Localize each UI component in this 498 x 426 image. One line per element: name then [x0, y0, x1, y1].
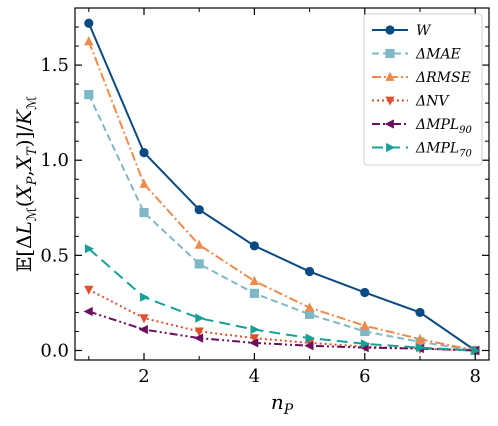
- data-point: [84, 285, 94, 295]
- data-point: [415, 307, 425, 318]
- y-axis-label: 𝔼[ΔLℳ(XP,XT)]/Kℳ: [12, 96, 40, 272]
- legend-marker: [384, 119, 394, 129]
- data-point: [360, 339, 371, 349]
- data-point: [195, 313, 205, 323]
- data-point: [194, 259, 204, 269]
- legend-marker: [385, 48, 395, 59]
- legend-entry-0: W: [372, 23, 432, 39]
- x-tick-label: 6: [359, 366, 370, 387]
- data-point: [249, 275, 259, 285]
- series-line: [88, 310, 476, 352]
- x-tick-label: 8: [469, 366, 480, 387]
- data-point: [416, 343, 426, 353]
- data-point: [84, 36, 94, 46]
- data-point: [305, 309, 315, 319]
- x-axis-label: nP: [271, 390, 294, 418]
- legend-marker: [385, 96, 395, 106]
- series-5: [84, 244, 481, 356]
- series-line: [87, 94, 476, 352]
- series-line: [88, 288, 476, 352]
- legend: W ΔMAE ΔRMSE ΔNV ΔMPL90 ΔMPL70: [363, 13, 483, 166]
- y-tick-label: 0.0: [40, 340, 69, 361]
- plot-frame: [74, 7, 490, 361]
- data-point: [139, 148, 149, 158]
- y-tick-label: 1.5: [40, 55, 69, 76]
- legend-entry-4: ΔMPL90: [372, 117, 473, 136]
- data-point: [360, 326, 370, 337]
- data-point: [471, 345, 481, 356]
- data-point: [304, 341, 314, 351]
- data-point: [415, 333, 425, 343]
- data-point: [140, 292, 150, 302]
- data-point: [360, 287, 370, 298]
- data-point: [84, 89, 94, 100]
- data-point: [305, 302, 315, 312]
- data-point: [84, 244, 95, 254]
- series-4: [83, 306, 480, 356]
- x-tick-label: 2: [138, 366, 149, 387]
- legend-label: W: [416, 23, 432, 39]
- legend-label: ΔMAE: [415, 47, 461, 63]
- data-point: [249, 241, 259, 251]
- data-point: [249, 338, 259, 348]
- data-point: [84, 18, 94, 28]
- legend-label: ΔMPL90: [415, 117, 473, 136]
- data-point: [194, 239, 204, 249]
- data-point: [249, 288, 259, 299]
- legend-label: ΔNV: [415, 94, 450, 110]
- series-line: [87, 40, 476, 352]
- data-point: [83, 306, 93, 317]
- data-point: [250, 324, 260, 335]
- data-point: [249, 334, 259, 344]
- data-point: [139, 178, 149, 188]
- y-tick-label: 0.5: [40, 245, 69, 266]
- legend-entry-5: ΔMPL70: [372, 141, 473, 160]
- data-point: [360, 320, 370, 330]
- legend-entry-3: ΔNV: [372, 94, 450, 110]
- series-line: [87, 22, 476, 352]
- ticks-layer: 2 4 6 8 0.0 0.5 1.0 1.5: [40, 8, 489, 387]
- legend-label: ΔMPL70: [415, 141, 473, 160]
- data-point: [305, 266, 315, 277]
- data-point: [194, 205, 204, 215]
- data-point: [139, 314, 149, 324]
- x-tick-label: 4: [249, 366, 260, 387]
- legend-entry-2: ΔRMSE: [372, 70, 471, 86]
- series-layer: [83, 18, 481, 356]
- data-point: [138, 324, 148, 335]
- data-point: [194, 327, 204, 337]
- legend-entry-1: ΔMAE: [372, 47, 461, 63]
- y-tick-label: 1.0: [40, 150, 69, 171]
- data-point: [305, 333, 315, 343]
- legend-marker: [386, 142, 396, 153]
- legend-marker: [385, 25, 395, 35]
- data-point: [193, 333, 204, 343]
- x-axis-label-sub: P: [283, 402, 294, 418]
- series-line: [88, 247, 476, 352]
- legend-label: ΔRMSE: [415, 70, 471, 86]
- legend-marker: [385, 71, 395, 81]
- data-point: [139, 207, 149, 218]
